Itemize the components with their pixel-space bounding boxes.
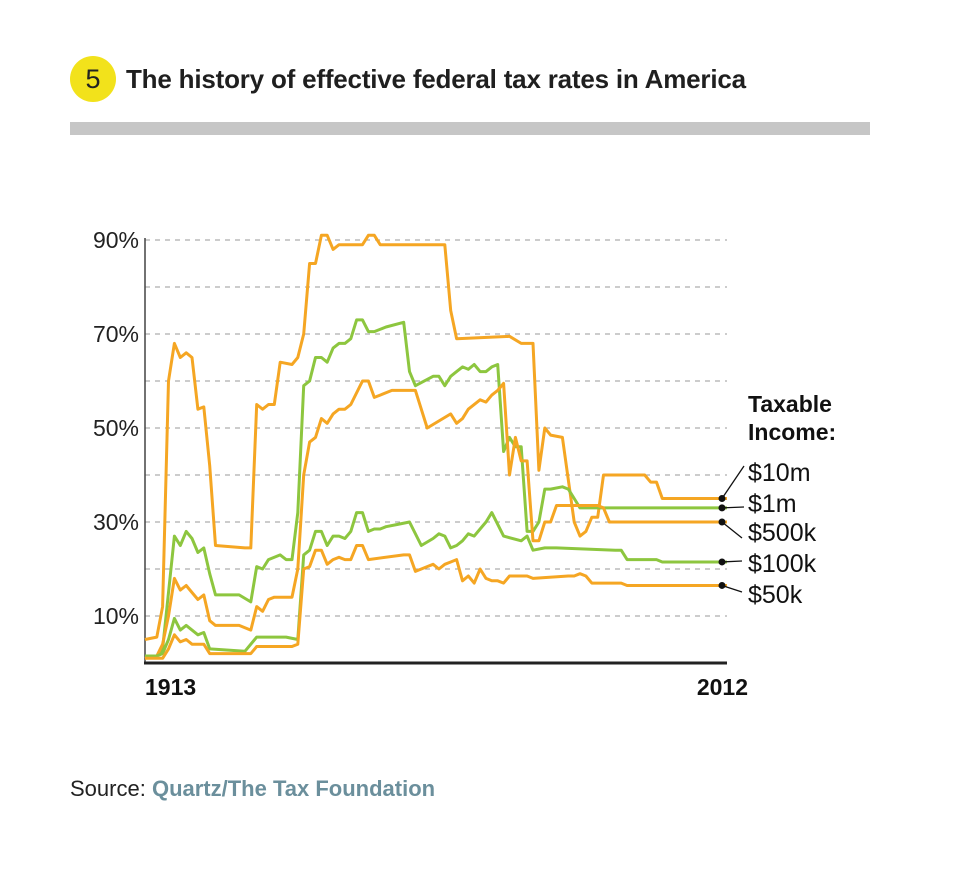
legend-entry-label: $1m <box>748 490 797 518</box>
series-line <box>145 318 727 658</box>
legend-title-line2: Income: <box>748 419 837 445</box>
legend-leader-line <box>721 465 745 499</box>
legend-title-line1: Taxable <box>748 391 832 417</box>
x-tick-label: 2012 <box>697 674 748 700</box>
legend-title: Taxable Income: <box>748 390 836 446</box>
y-tick-label: 70% <box>93 321 139 347</box>
y-tick-label: 10% <box>93 603 139 629</box>
series-line <box>144 379 727 660</box>
legend-marker-dot <box>718 558 726 566</box>
x-tick-label: 1913 <box>145 674 196 700</box>
legend-leader-line <box>721 506 745 509</box>
legend-entry-label: $50k <box>748 581 803 609</box>
legend-marker-dot <box>718 581 726 589</box>
series-line <box>145 544 727 660</box>
legend-entry-label: $100k <box>748 550 817 578</box>
legend-marker-dot <box>718 518 726 526</box>
y-tick-label: 30% <box>93 509 139 535</box>
source-link[interactable]: Quartz/The Tax Foundation <box>151 776 436 801</box>
chart-header: 5 The history of effective federal tax r… <box>70 56 746 102</box>
y-tick-label: 50% <box>93 415 139 441</box>
legend-marker-dot <box>718 504 726 512</box>
legend-entry-label: $10m <box>748 459 811 487</box>
y-tick-label: 90% <box>93 227 139 253</box>
legend-leader-line <box>721 584 743 593</box>
legend-entry-label: $500k <box>748 519 817 547</box>
chart-number-badge: 5 <box>70 56 116 102</box>
header-divider <box>70 122 870 135</box>
legend-leader-line <box>721 521 743 539</box>
chart-title: The history of effective federal tax rat… <box>126 63 746 94</box>
source-note: Source: Quartz/The Tax Foundation <box>70 776 435 802</box>
series-line <box>144 233 727 641</box>
source-label: Source: <box>70 776 146 801</box>
legend-marker-dot <box>718 495 726 502</box>
series-line <box>145 511 727 658</box>
